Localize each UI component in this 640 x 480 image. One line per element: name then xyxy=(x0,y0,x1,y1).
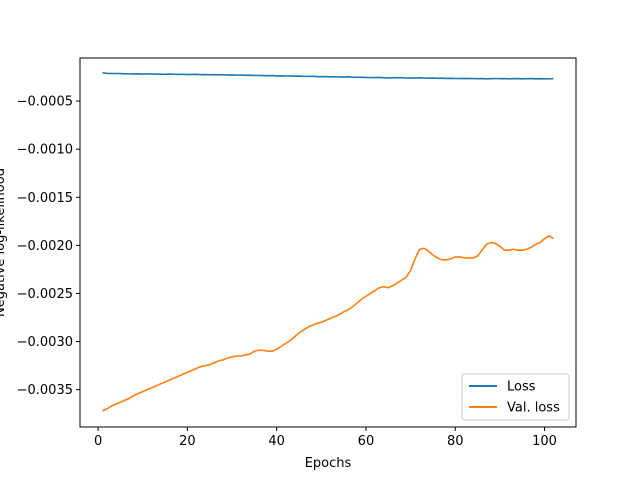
x-tick-label: 60 xyxy=(358,434,375,449)
series-line-loss xyxy=(102,71,554,80)
y-tick-label: −0.0005 xyxy=(17,95,73,110)
y-tick-label: −0.0020 xyxy=(17,239,73,254)
legend-label-val-loss: Val. loss xyxy=(507,401,560,416)
x-tick-label: 40 xyxy=(268,434,285,449)
x-tick-label: 0 xyxy=(94,434,102,449)
y-tick-label: −0.0035 xyxy=(17,383,73,398)
y-axis-label: Negative log-likelihood xyxy=(0,168,8,317)
x-tick-label: 100 xyxy=(532,434,557,449)
y-tick-label: −0.0010 xyxy=(17,143,73,158)
legend-label-loss: Loss xyxy=(507,380,536,395)
y-tick-label: −0.0030 xyxy=(17,335,73,350)
x-axis-ticks: 0 20 40 60 80 100 xyxy=(94,427,557,449)
y-axis-ticks: −0.0035 −0.0030 −0.0025 −0.0020 −0.0015 −0.00… xyxy=(17,95,80,398)
x-tick-label: 80 xyxy=(447,434,464,449)
plot-frame xyxy=(79,57,577,428)
x-tick-label: 20 xyxy=(179,434,196,449)
plot-area xyxy=(80,58,576,427)
legend: Loss Val. loss xyxy=(461,373,570,421)
x-axis-label: Epochs xyxy=(305,456,352,471)
series-line-val-loss xyxy=(102,234,554,412)
y-tick-label: −0.0015 xyxy=(17,191,73,206)
y-tick-label: −0.0025 xyxy=(17,287,73,302)
series-layer xyxy=(102,71,554,412)
